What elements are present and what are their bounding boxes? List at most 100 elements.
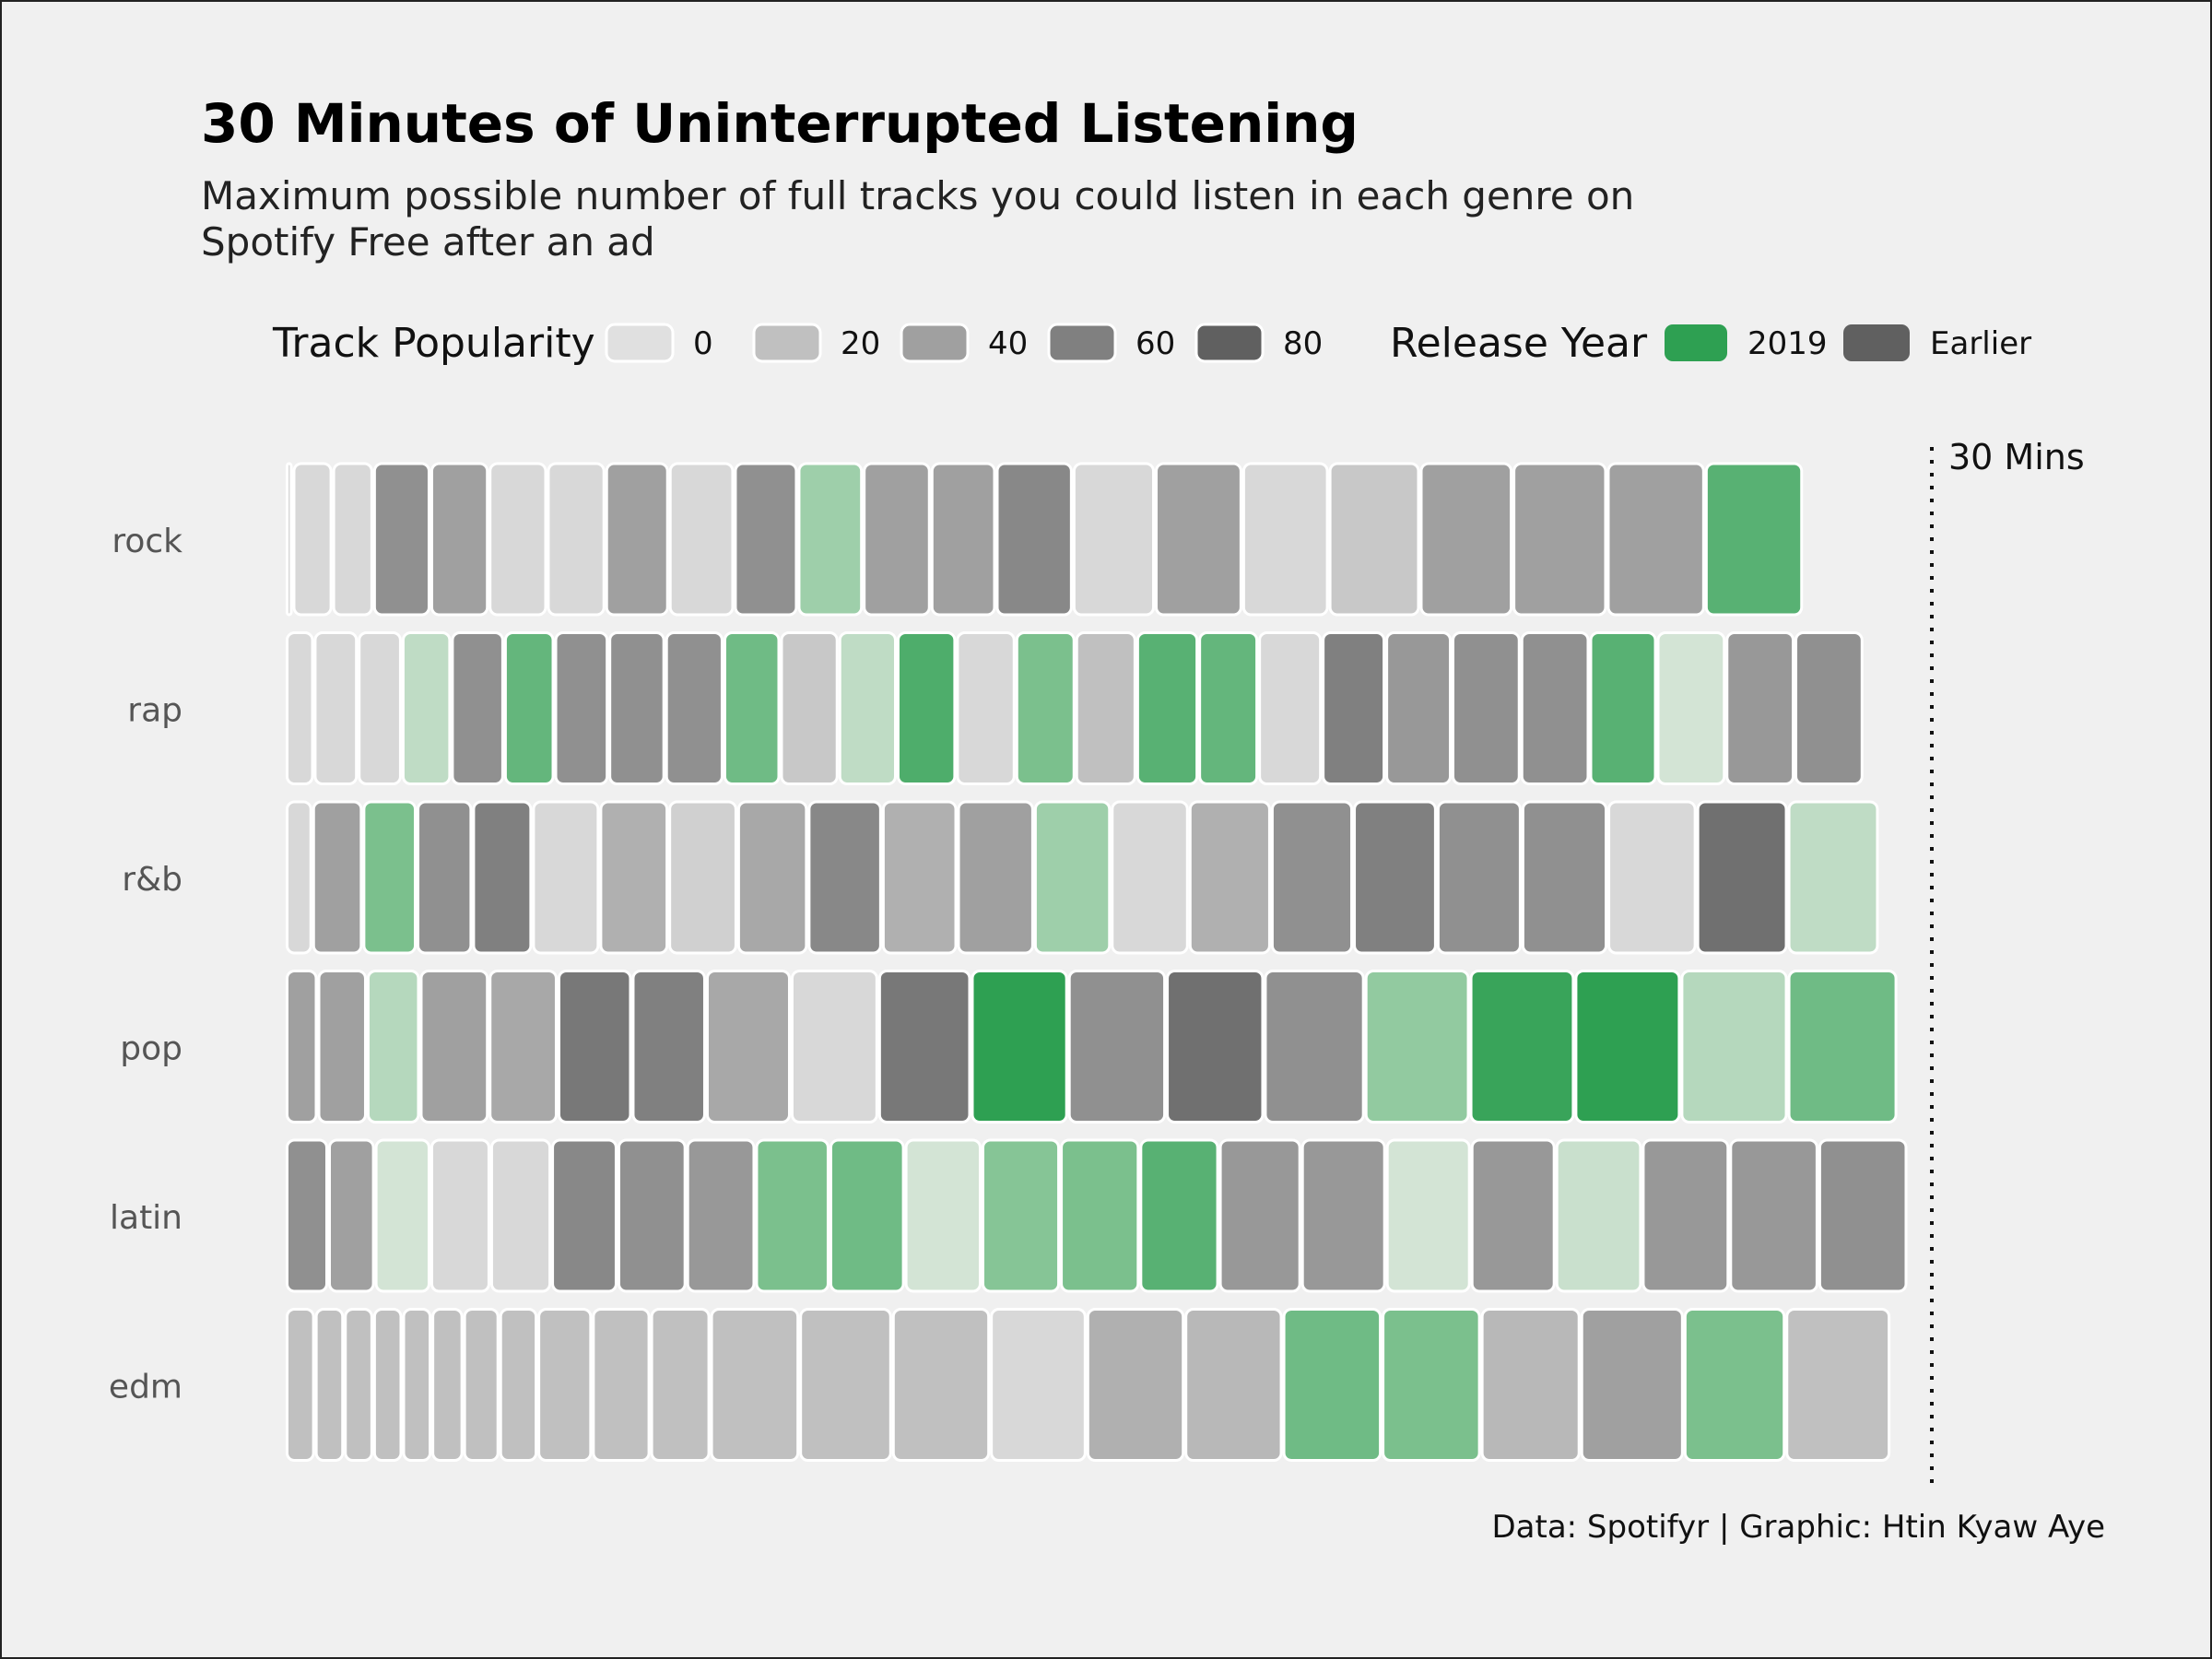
track-bar [608, 631, 665, 785]
track-bar [1436, 800, 1522, 955]
track-bar [537, 1308, 593, 1462]
track-bar [1218, 1138, 1301, 1293]
track-bar [1729, 1138, 1818, 1293]
track-bar [863, 462, 931, 617]
legend-label-popularity: 80 [1283, 325, 1323, 362]
track-bar [1198, 631, 1259, 785]
chart-caption: Data: Spotifyr | Graphic: Htin Kyaw Aye [1491, 1509, 2105, 1546]
track-bar [372, 462, 430, 617]
track-bar [1111, 800, 1189, 955]
track-bar [362, 800, 418, 955]
plot-area: rock rap r&b pop latin edm [109, 462, 1908, 1462]
legend-label-2019: 2019 [1747, 325, 1828, 362]
track-bar [1520, 631, 1590, 785]
track-bar [551, 1138, 618, 1293]
chart-subtitle: Maximum possible number of full tracks y… [201, 173, 1635, 265]
track-bar [401, 631, 452, 785]
track-bar [328, 1138, 375, 1293]
track-bar [554, 631, 609, 785]
track-bar [881, 800, 958, 955]
legend-popularity-title: Track Popularity [272, 320, 595, 367]
track-bar [503, 631, 555, 785]
genre-label: edm [109, 1369, 182, 1406]
track-bar [1480, 1308, 1581, 1462]
track-bar [1452, 631, 1521, 785]
track-bar [429, 462, 489, 617]
genre-row-pop: pop [120, 970, 1898, 1124]
genre-label: pop [120, 1030, 182, 1068]
track-bar [1818, 1138, 1908, 1293]
track-bar [463, 1308, 500, 1462]
track-bar [1282, 1308, 1382, 1462]
chart-title: 30 Minutes of Uninterrupted Listening [201, 92, 1359, 155]
track-bar [1270, 800, 1354, 955]
track-bar [1606, 462, 1705, 617]
legend-swatch-2019 [1665, 324, 1727, 361]
track-bar [829, 1138, 905, 1293]
genre-label: latin [110, 1199, 182, 1237]
track-bar [605, 462, 669, 617]
genre-row-rock: rock [112, 462, 1804, 617]
track-bar [1300, 1138, 1386, 1293]
track-bar [1580, 1308, 1684, 1462]
track-bar [1135, 631, 1199, 785]
track-bar [755, 1138, 830, 1293]
genre-row-rap: rap [127, 631, 1864, 785]
track-bar [1785, 1308, 1891, 1462]
track-bar [286, 1308, 315, 1462]
track-bar [1470, 1138, 1556, 1293]
legend-label-earlier: Earlier [1930, 325, 2031, 362]
track-bar [1725, 631, 1795, 785]
track-bar [617, 1138, 687, 1293]
track-bar [1258, 631, 1323, 785]
track-bar [1072, 462, 1155, 617]
track-bar [547, 462, 606, 617]
track-bar [710, 1308, 800, 1462]
track-bar [971, 970, 1068, 1124]
track-bar [286, 1138, 328, 1293]
track-bar [1385, 631, 1452, 785]
track-bar [292, 462, 333, 617]
track-bar [599, 800, 669, 955]
track-bar [1353, 800, 1437, 955]
track-bar [1696, 800, 1788, 955]
track-bar [723, 631, 781, 785]
track-bar [317, 970, 367, 1124]
track-bar [366, 970, 420, 1124]
track-bar [1086, 1308, 1185, 1462]
track-bar [807, 800, 882, 955]
legend-swatch-popularity [900, 323, 970, 363]
track-bar [1683, 1308, 1786, 1462]
track-bar [1033, 800, 1112, 955]
track-bar [488, 970, 558, 1124]
reference-line-label: 30 Mins [1948, 437, 2085, 477]
track-bar [286, 800, 312, 955]
track-bar [1241, 462, 1329, 617]
track-bar [631, 970, 706, 1124]
legend-swatch-earlier [1843, 324, 1910, 361]
track-bar [417, 800, 473, 955]
track-bar [797, 462, 864, 617]
track-bar [532, 800, 600, 955]
track-bar [736, 800, 808, 955]
track-bar [891, 1308, 991, 1462]
track-bar [1385, 1138, 1471, 1293]
track-bar [1469, 970, 1575, 1124]
track-bar [668, 462, 735, 617]
track-bar [314, 1308, 345, 1462]
track-bar [1328, 462, 1420, 617]
track-bar [1607, 800, 1697, 955]
track-bar [896, 631, 957, 785]
track-bar [930, 462, 996, 617]
genre-label: rap [127, 692, 182, 730]
track-bar [1382, 1308, 1481, 1462]
genre-label: r&b [122, 861, 182, 899]
track-bar [286, 970, 318, 1124]
track-bar [838, 631, 897, 785]
genre-label: rock [112, 523, 182, 560]
track-bar [374, 1138, 430, 1293]
track-bar [1188, 800, 1271, 955]
track-bar [1521, 800, 1608, 955]
track-bar [419, 970, 489, 1124]
